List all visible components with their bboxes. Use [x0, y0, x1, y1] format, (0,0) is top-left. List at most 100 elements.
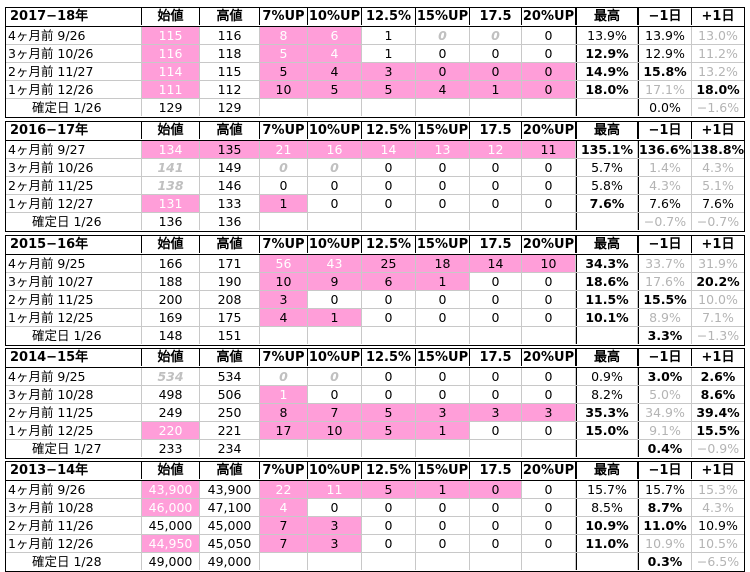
row-label: 4ヶ月前 9/27 [6, 141, 142, 158]
table-cell: −0.7% [696, 214, 740, 229]
column-header: 高値 [200, 8, 260, 25]
table-cell: 25 [362, 255, 416, 272]
table-cell: 35.3% [576, 404, 638, 421]
table-cell: 134 [142, 141, 200, 158]
row-label: 4ヶ月前 9/26 [6, 27, 142, 44]
table-cell: 49,000 [200, 553, 260, 570]
column-header: 高値 [200, 349, 260, 366]
table-cell: 4 [416, 81, 470, 98]
table-cell: 45,000 [200, 517, 260, 534]
table-cell: 8.5% [576, 499, 638, 516]
table-cell [416, 440, 470, 457]
table-cell: 112 [200, 81, 260, 98]
table-cell: 0 [470, 291, 522, 308]
table-row: 2ヶ月前 11/27 114 115 5 4 3 0 0 0 14.9% 15.8% 13.2% [6, 63, 744, 81]
column-header: 20%UP [522, 122, 576, 139]
table-cell: 8.6% [700, 387, 736, 402]
table-cell: 0 [416, 535, 470, 552]
table-cell [260, 213, 308, 230]
table-cell: 0 [362, 535, 416, 552]
table-cell: 0 [522, 159, 576, 176]
table-cell [522, 440, 576, 457]
column-header: 15%UP [416, 462, 470, 479]
table-cell: 4 [260, 499, 308, 516]
table-cell: 0 [522, 422, 576, 439]
table-cell: 4.3% [638, 177, 692, 194]
table-cell: 56 [260, 255, 308, 272]
table-cell: 146 [200, 177, 260, 194]
column-header: 12.5% [362, 8, 416, 25]
column-header: 15%UP [416, 236, 470, 253]
table-cell: 220 [142, 422, 200, 439]
table-cell: 233 [142, 440, 200, 457]
row-label: 4ヶ月前 9/26 [6, 481, 142, 498]
table-cell: 0.0% [638, 99, 692, 116]
column-header: +1日 [701, 237, 735, 252]
table-cell: 0 [308, 159, 362, 176]
table-cell: 8.7% [638, 499, 692, 516]
table-cell: 534 [200, 368, 260, 385]
table-cell: 0 [416, 159, 470, 176]
table-cell [416, 99, 470, 116]
table-cell [576, 440, 638, 457]
table-cell: 43 [308, 255, 362, 272]
column-header: +1日 [701, 463, 735, 478]
table-cell: 0 [416, 386, 470, 403]
table-cell: −6.5% [696, 554, 740, 569]
table-cell: 18.6% [576, 273, 638, 290]
year-label: 2013−14年 [6, 462, 142, 479]
year-label: 2017−18年 [6, 8, 142, 25]
table-cell: 10 [522, 255, 576, 272]
table-cell: 0 [522, 63, 576, 80]
table-row: 4ヶ月前 9/26 115 116 8 6 1 0 0 0 13.9% 13.9% 13.0% [6, 27, 744, 45]
table-cell: 234 [200, 440, 260, 457]
table-cell: 13.9% [638, 27, 692, 44]
table-cell: 5 [260, 63, 308, 80]
table-cell: 116 [142, 45, 200, 62]
column-header: 15%UP [416, 8, 470, 25]
row-label: 1ヶ月前 12/25 [6, 309, 142, 326]
table-cell: 5 [362, 81, 416, 98]
table-cell [308, 99, 362, 116]
column-header: 最高 [576, 122, 638, 139]
table-cell: 0 [522, 368, 576, 385]
table-cell [470, 327, 522, 344]
table-cell: 0 [416, 309, 470, 326]
table-cell: 138.8% [692, 142, 744, 157]
table-row: 2ヶ月前 11/25 200 208 3 0 0 0 0 0 11.5% 15.5% 10.0% [6, 291, 744, 309]
table-cell: 17.6% [638, 273, 692, 290]
row-label: 2ヶ月前 11/26 [6, 517, 142, 534]
table-row: 4ヶ月前 9/25 534 534 0 0 0 0 0 0 0.9% 3.0% 2.6% [6, 368, 744, 386]
table-cell: 14 [470, 255, 522, 272]
table-cell: 49,000 [142, 553, 200, 570]
table-cell: 7 [260, 517, 308, 534]
table-cell: 0 [416, 368, 470, 385]
table-cell: 3 [362, 63, 416, 80]
table-cell: 0.3% [638, 553, 692, 570]
table-cell [362, 327, 416, 344]
table-cell: 21 [260, 141, 308, 158]
table-cell: 13 [416, 141, 470, 158]
table-cell: 3.0% [638, 368, 692, 385]
table-cell: 17 [260, 422, 308, 439]
row-label: 2ヶ月前 11/25 [6, 177, 142, 194]
table-cell: 208 [200, 291, 260, 308]
table-cell [576, 213, 638, 230]
column-header: 始値 [142, 236, 200, 253]
table-cell: 0 [470, 499, 522, 516]
table-cell: −0.9% [696, 441, 740, 456]
table-cell [576, 553, 638, 570]
table-cell [308, 213, 362, 230]
table-cell: 118 [200, 45, 260, 62]
row-label: 1ヶ月前 12/27 [6, 195, 142, 212]
column-header: −1日 [638, 349, 692, 366]
table-cell: 10.0% [698, 292, 738, 307]
table-cell: 15.0% [576, 422, 638, 439]
table-cell: 0 [470, 63, 522, 80]
column-header: 始値 [142, 8, 200, 25]
table-cell: 7.6% [702, 196, 734, 211]
table-cell [260, 440, 308, 457]
row-label: 1ヶ月前 12/26 [6, 81, 142, 98]
column-header: 高値 [200, 236, 260, 253]
column-header: 20%UP [522, 462, 576, 479]
